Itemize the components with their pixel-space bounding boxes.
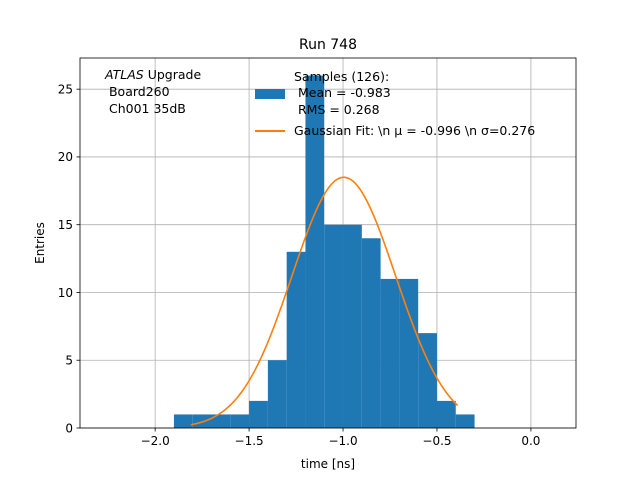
legend-samples-swatch (255, 89, 285, 99)
x-tick-label: −1.5 (235, 434, 264, 448)
histogram-bar (399, 278, 419, 428)
chart-title: Run 748 (299, 37, 357, 53)
legend-samples-mean: Mean = -0.983 (294, 85, 391, 100)
histogram-bar (267, 360, 287, 428)
atlas-title: ATLAS Upgrade (104, 67, 201, 82)
histogram-bar (324, 224, 344, 428)
histogram-bar (418, 333, 437, 428)
histogram-bar (286, 251, 306, 428)
y-tick-label: 15 (58, 218, 73, 232)
x-axis-ticks: −2.0 −1.5 −1.0 −0.5 0.0 (141, 428, 540, 448)
histogram-bar (343, 224, 362, 428)
histogram-bars (173, 75, 475, 428)
legend: Samples (126): Mean = -0.983 RMS = 0.268… (255, 69, 535, 138)
atlas-italic: ATLAS (104, 67, 144, 82)
axes-frame (79, 57, 577, 429)
histogram-bar (361, 238, 381, 428)
x-axis-label: time [ns] (301, 457, 355, 471)
channel-label: Ch001 35dB (105, 101, 186, 116)
x-tick-label: −0.5 (422, 434, 451, 448)
y-tick-label: 5 (65, 354, 73, 368)
fit-curve-layer (190, 176, 459, 426)
legend-fit-label: Gaussian Fit: \n μ = -0.996 \n σ=0.276 (294, 123, 535, 138)
x-tick-label: 0.0 (521, 434, 540, 448)
histogram-bar (380, 278, 400, 428)
y-tick-label: 0 (65, 421, 73, 435)
histogram-bar (455, 414, 475, 428)
legend-samples-rms: RMS = 0.268 (294, 102, 380, 117)
histogram-bar (305, 75, 325, 428)
histogram-bar (249, 400, 268, 428)
histogram-bar (211, 414, 231, 428)
y-axis-ticks: 0 5 10 15 20 25 (58, 82, 80, 435)
legend-samples-title: Samples (126): (294, 69, 389, 84)
gaussian-fit-curve (190, 176, 459, 426)
y-tick-label: 25 (58, 82, 73, 96)
y-tick-label: 20 (58, 150, 73, 164)
y-axis-label: Entries (33, 222, 47, 264)
y-tick-label: 10 (58, 286, 73, 300)
histogram-bar (173, 414, 193, 428)
histogram-bar (436, 400, 456, 428)
board-label: Board260 (105, 84, 170, 99)
histogram-bar (230, 414, 250, 428)
atlas-annotation: ATLAS Upgrade Board260 Ch001 35dB (104, 67, 201, 116)
x-tick-label: −2.0 (141, 434, 170, 448)
atlas-upgrade: Upgrade (144, 67, 202, 82)
x-tick-label: −1.0 (328, 434, 357, 448)
